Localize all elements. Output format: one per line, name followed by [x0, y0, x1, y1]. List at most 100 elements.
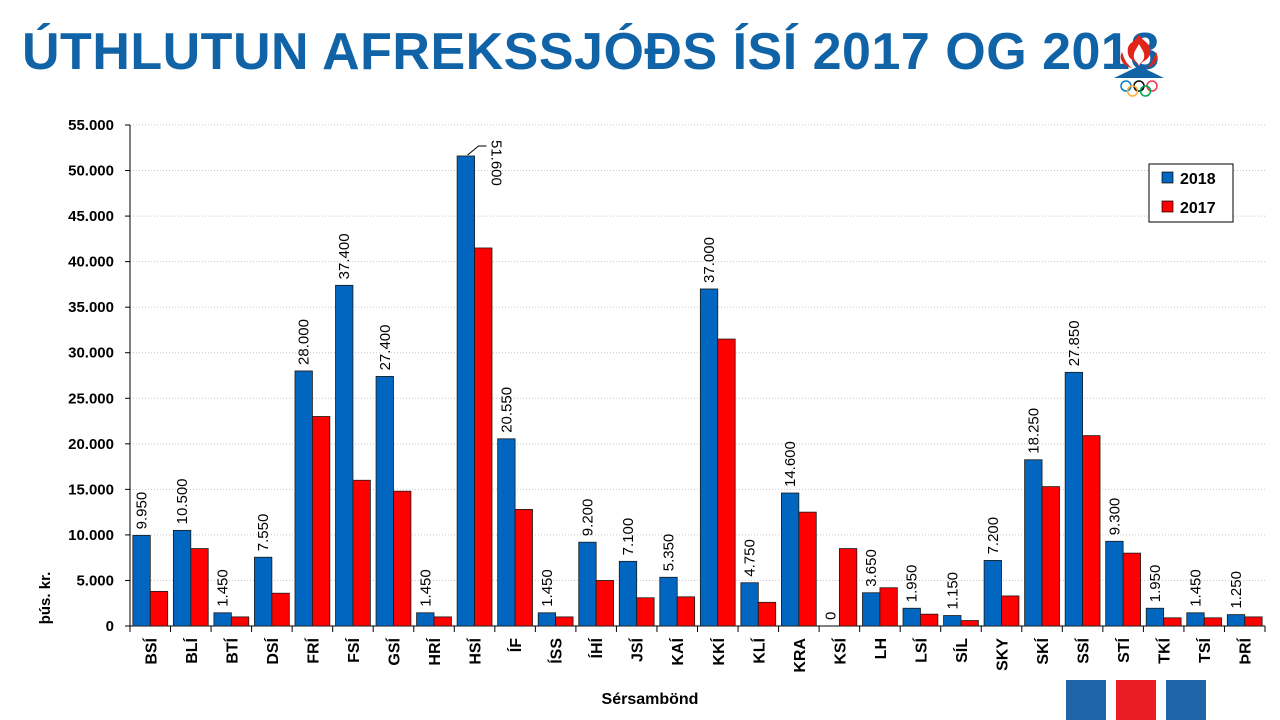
bar-2018 [781, 492, 800, 627]
y-tick-label: 45.000 [68, 208, 114, 225]
x-category-label: BLÍ [182, 637, 201, 663]
x-category-label: ÍHÍ [587, 637, 606, 658]
bar-2018 [1186, 612, 1205, 627]
bar-2018 [416, 612, 435, 627]
data-label-2018: 18.250 [1025, 408, 1042, 454]
bar-2017 [1041, 486, 1060, 627]
x-category-label: STÍ [1114, 637, 1133, 662]
data-label-2018: 1.250 [1228, 571, 1245, 609]
data-label-2018: 1.450 [417, 569, 434, 607]
data-label-2018: 7.100 [620, 518, 637, 556]
data-label-2018: 1.450 [1187, 569, 1204, 607]
bar-2018 [1226, 614, 1246, 627]
y-tick-label: 15.000 [68, 481, 114, 498]
data-label-2018: 1.150 [944, 572, 961, 610]
x-category-label: FRÍ [303, 637, 322, 663]
x-category-label: FSÍ [344, 637, 363, 662]
bar-2017 [555, 616, 574, 627]
data-label-2018: 37.000 [701, 237, 718, 283]
x-category-label: SKY [995, 638, 1012, 671]
data-label-2018: 7.550 [255, 514, 272, 552]
x-category-label: TKÍ [1155, 637, 1174, 663]
bar-2018 [132, 534, 151, 627]
legend-swatch-2018 [1161, 171, 1174, 184]
y-axis-title: þús. kr. [37, 572, 54, 625]
bar-2017 [1001, 595, 1020, 627]
y-tick-label: 40.000 [68, 254, 114, 271]
bar-2018 [375, 376, 394, 627]
x-axis-title: Sérsambönd [602, 691, 699, 708]
x-category-label: SSÍ [1074, 637, 1093, 663]
bar-2017 [960, 620, 979, 627]
bar-2018 [740, 582, 759, 627]
footer-square-blue-right [1166, 680, 1206, 720]
x-category-label: SKÍ [1033, 637, 1052, 664]
bar-2017 [149, 590, 169, 627]
bar-2018 [537, 612, 557, 627]
data-label-2018: 14.600 [782, 441, 799, 487]
x-category-label: HRÍ [425, 637, 444, 665]
bar-2018 [254, 556, 273, 627]
bar-2017 [1122, 552, 1141, 627]
data-label-2018: 20.550 [498, 387, 515, 433]
x-category-label: KSÍ [830, 637, 849, 664]
data-label-2018: 1.450 [539, 569, 556, 607]
data-label-2018: 9.200 [579, 499, 596, 537]
isi-olympic-flame-logo-icon [1114, 34, 1164, 97]
y-tick-label: 30.000 [68, 345, 114, 362]
x-category-label: JSÍ [628, 637, 647, 662]
x-category-label: KLÍ [749, 637, 768, 663]
x-category-label: ÍSS [547, 638, 566, 664]
y-tick-label: 25.000 [68, 390, 114, 407]
legend-label-2018: 2018 [1180, 171, 1216, 188]
data-label-2018: 37.400 [336, 233, 353, 279]
data-label-2018: 9.300 [1106, 498, 1123, 536]
bar-2018 [1024, 459, 1043, 627]
y-tick-label: 55.000 [68, 117, 114, 134]
bar-2018 [983, 560, 1002, 627]
x-category-label: ÞRÍ [1236, 637, 1255, 664]
data-label-2018: 10.500 [174, 478, 191, 524]
bar-2017 [636, 597, 655, 627]
data-label-2018: 9.950 [134, 492, 151, 530]
x-category-label: BTÍ [222, 637, 241, 663]
x-category-label: DSÍ [263, 637, 282, 664]
x-category-label: SÍL [952, 638, 971, 663]
x-category-label: GSÍ [384, 637, 403, 665]
bar-2018 [172, 529, 192, 627]
x-category-label: ÍF [506, 638, 525, 652]
bar-2018 [497, 438, 516, 627]
data-label-2018: 28.000 [296, 319, 313, 365]
bar-2017 [1082, 435, 1101, 627]
bar-2017 [1244, 616, 1263, 627]
bar-2018 [213, 612, 232, 627]
data-label-2018: 27.850 [1066, 320, 1083, 366]
x-category-label: TSÍ [1195, 637, 1214, 662]
bar-2017 [838, 548, 858, 627]
bar-2018 [618, 560, 638, 627]
bar-2017 [595, 580, 614, 627]
x-category-label: HSÍ [466, 637, 485, 664]
legend-label-2017: 2017 [1180, 200, 1216, 217]
bar-2017 [798, 511, 817, 627]
data-label-2018: 5.350 [661, 534, 678, 572]
bar-2018 [1145, 607, 1165, 627]
bar-2018 [1064, 371, 1083, 627]
y-tick-label: 0 [106, 618, 114, 635]
y-tick-label: 10.000 [68, 527, 114, 544]
data-label-2018: 4.750 [742, 539, 759, 577]
bar-2017 [879, 587, 898, 627]
bar-2017 [514, 509, 533, 627]
bar-2017 [190, 548, 209, 627]
bar-2017 [757, 601, 777, 627]
x-category-label: LH [873, 638, 890, 659]
bar-2018 [699, 288, 719, 627]
bar-2017 [920, 613, 939, 627]
bar-2017 [230, 616, 250, 627]
bar-2017 [474, 247, 493, 627]
bar-2017 [433, 616, 452, 627]
bar-2018 [456, 155, 475, 627]
bar-2017 [393, 490, 412, 627]
x-category-label: KRA [792, 638, 809, 673]
